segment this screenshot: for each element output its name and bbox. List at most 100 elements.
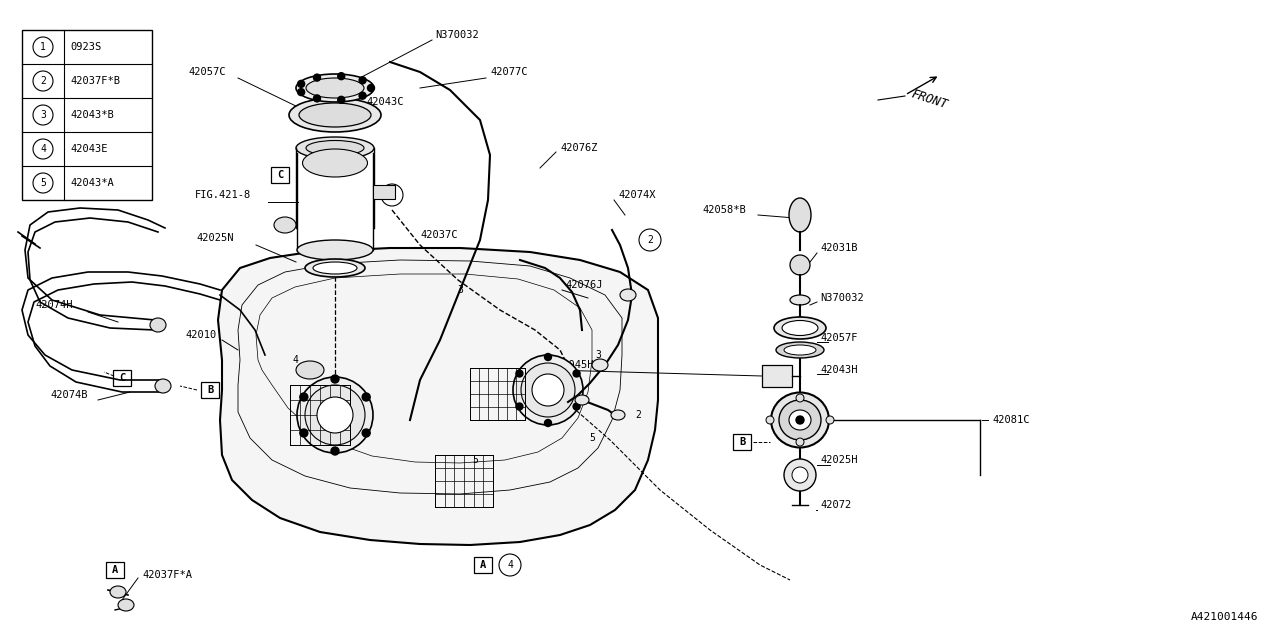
Circle shape [297,377,372,453]
Ellipse shape [774,317,826,339]
Text: 42043C: 42043C [366,97,403,107]
Ellipse shape [575,395,589,405]
Circle shape [300,393,307,401]
Text: 2: 2 [648,235,653,245]
Circle shape [298,88,305,95]
Text: N370032: N370032 [820,293,864,303]
Circle shape [300,429,307,437]
Circle shape [544,419,552,426]
Circle shape [796,394,804,402]
Text: C: C [276,170,283,180]
Circle shape [532,374,564,406]
Circle shape [298,81,305,88]
Circle shape [573,403,580,410]
Ellipse shape [780,400,820,440]
Bar [470,368,525,420]
Text: 42076Z: 42076Z [561,143,598,153]
Circle shape [792,467,808,483]
Ellipse shape [118,599,134,611]
Ellipse shape [591,359,608,371]
Bar [372,185,396,199]
Circle shape [362,429,370,437]
Text: 42081C: 42081C [992,415,1029,425]
Circle shape [796,438,804,446]
Text: 3: 3 [457,285,463,295]
Ellipse shape [302,149,367,177]
Text: 42077C: 42077C [490,67,527,77]
Ellipse shape [611,410,625,420]
Text: 42074H: 42074H [35,300,73,310]
Circle shape [765,416,774,424]
Text: 42010: 42010 [186,330,216,340]
Ellipse shape [782,321,818,335]
Text: 5: 5 [40,178,46,188]
Text: 5: 5 [472,455,477,465]
Text: 1: 1 [389,190,396,200]
Circle shape [367,84,375,92]
Ellipse shape [771,392,829,447]
Bar [201,382,219,398]
Circle shape [796,416,804,424]
Polygon shape [218,248,658,545]
Text: 3: 3 [40,110,46,120]
Circle shape [826,416,835,424]
Circle shape [573,370,580,377]
Circle shape [783,459,817,491]
Circle shape [516,403,524,410]
Circle shape [362,393,370,401]
Text: N370032: N370032 [435,30,479,40]
Text: FIG.421-8: FIG.421-8 [195,190,251,200]
Text: 42057C: 42057C [188,67,225,77]
Bar [22,30,152,200]
Circle shape [516,370,524,377]
Ellipse shape [620,289,636,301]
Text: 4: 4 [292,355,298,365]
Text: 4: 4 [40,144,46,154]
Ellipse shape [296,74,374,102]
Text: 42043*A: 42043*A [70,178,114,188]
Ellipse shape [306,141,364,156]
Text: 5: 5 [589,433,595,443]
Text: 42072: 42072 [820,500,851,510]
Ellipse shape [305,259,365,277]
Text: 0923S: 0923S [70,42,101,52]
Bar [733,434,751,450]
Text: 42074B: 42074B [50,390,87,400]
Text: A: A [111,565,118,575]
Bar [271,167,289,183]
Circle shape [332,447,339,455]
Ellipse shape [314,262,357,274]
Text: 42037F*B: 42037F*B [70,76,120,86]
Ellipse shape [296,137,374,159]
Ellipse shape [788,410,812,430]
Text: 2: 2 [635,410,641,420]
Ellipse shape [783,345,817,355]
Bar [113,370,131,386]
Ellipse shape [788,198,812,232]
Circle shape [332,375,339,383]
Text: 4: 4 [507,560,513,570]
Bar [762,365,792,387]
Circle shape [513,355,582,425]
Text: 3: 3 [595,350,600,360]
Circle shape [360,77,366,84]
Bar [474,557,492,573]
Circle shape [314,95,320,102]
Text: A421001446: A421001446 [1190,612,1258,622]
Text: A: A [480,560,486,570]
Text: 1: 1 [40,42,46,52]
Circle shape [521,363,575,417]
Circle shape [314,74,320,81]
Bar [291,385,349,445]
Circle shape [305,385,365,445]
Ellipse shape [150,318,166,332]
Text: 42058*B: 42058*B [701,205,746,215]
Text: 42037F*A: 42037F*A [142,570,192,580]
Text: 42045H: 42045H [556,360,594,370]
Text: 42076J: 42076J [564,280,603,290]
Ellipse shape [776,342,824,358]
Text: 42025H: 42025H [820,455,858,465]
Ellipse shape [155,379,172,393]
Circle shape [317,397,353,433]
Ellipse shape [300,103,371,127]
